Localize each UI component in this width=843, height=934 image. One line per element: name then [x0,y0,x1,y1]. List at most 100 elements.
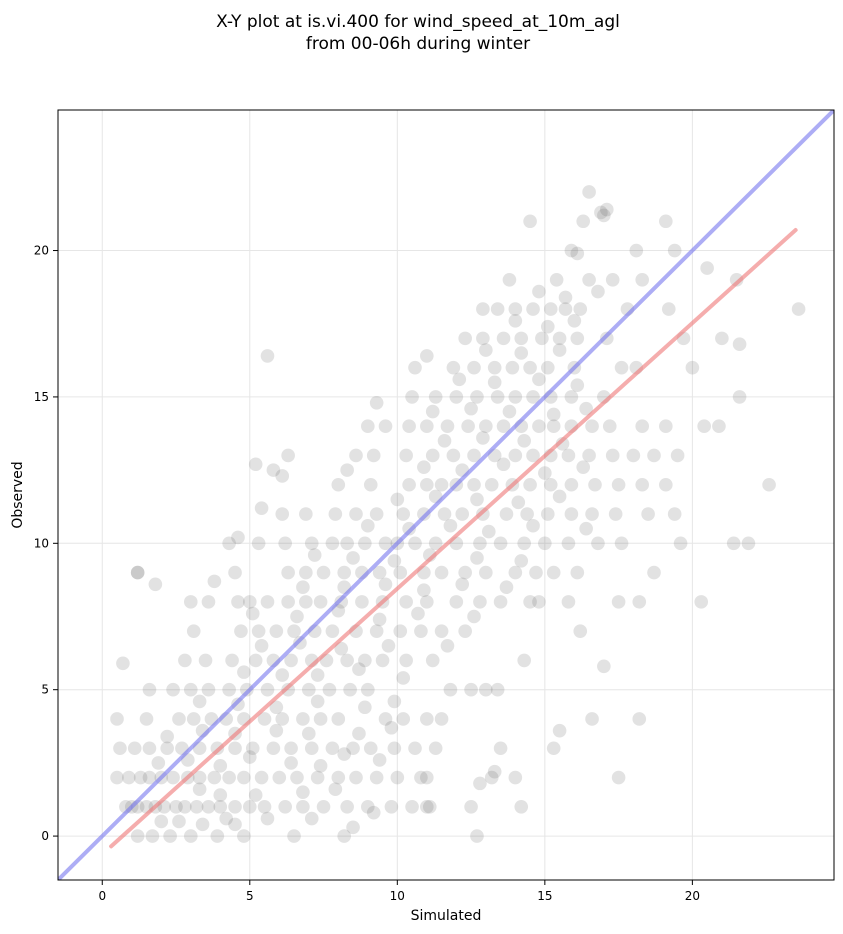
scatter-point [284,756,298,770]
scatter-point [520,507,534,521]
scatter-point [484,477,499,492]
scatter-point [201,800,216,814]
scatter-point [605,448,620,463]
scatter-point [349,448,363,463]
scatter-point [299,565,313,580]
scatter-point [425,448,440,463]
scatter-point [290,609,304,624]
scatter-point [446,448,461,463]
scatter-point [467,360,481,375]
scatter-point [697,419,711,433]
scatter-point [313,595,328,609]
scatter-point [278,800,292,814]
scatter-point [582,185,596,199]
scatter-point [369,624,384,638]
scatter-point [481,524,496,539]
scatter-point [685,360,700,375]
scatter-point [496,331,511,346]
scatter-point [402,477,416,492]
scatter-point [434,712,449,726]
scatter-point [585,419,599,433]
scatter-point [600,331,614,346]
scatter-point [269,624,284,638]
scatter-point [299,595,313,609]
scatter-point [546,741,561,756]
scatter-point [523,214,537,229]
scatter-point [340,463,354,477]
regression-fit-line [109,228,798,849]
scatter-point [248,788,263,802]
scatter-points [110,185,806,843]
scatter-point [408,360,422,375]
scatter-point [340,653,354,668]
scatter-point [464,800,478,814]
scatter-point [526,448,540,463]
scatter-point [340,536,354,551]
scatter-point [201,682,216,697]
scatter-point [390,492,405,507]
scatter-point [449,390,464,404]
scatter-point [576,214,591,229]
scatter-point [296,580,310,595]
scatter-point [352,726,366,741]
scatter-point [614,360,629,375]
scatter-point [402,419,416,433]
scatter-point [213,788,228,802]
scatter-point [605,273,620,287]
scatter-point [543,302,558,316]
scatter-point [310,770,325,785]
scatter-point [160,729,174,744]
scatter-point [154,814,169,829]
identity-line [58,110,834,880]
scatter-point [762,477,776,492]
scatter-point [582,273,596,287]
scatter-point [363,741,378,756]
scatter-point [257,800,272,814]
scatter-point [231,530,245,545]
scatter-point [122,770,136,785]
scatter-point [198,653,213,668]
scatter-point [499,580,514,595]
scatter-point [467,448,481,463]
scatter-point [514,346,529,360]
scatter-point [428,390,443,404]
scatter-point [546,565,561,580]
scatter-point [594,205,608,220]
scatter-point [346,551,360,565]
scatter-point [316,800,331,814]
scatter-point [296,800,310,814]
scatter-point [552,343,567,357]
scatter-point [284,653,298,668]
scatter-point [296,785,310,799]
scatter-point [110,712,124,726]
scatter-point [325,741,340,756]
scatter-point [479,419,493,433]
scatter-point [529,565,543,580]
scatter-point [381,638,396,653]
scatter-point [546,419,561,433]
scatter-point [352,662,366,677]
scatter-point [372,565,387,580]
scatter-point [467,609,481,624]
scatter-point [411,606,425,621]
scatter-point [269,700,284,715]
scatter-point [661,302,676,316]
scatter-point [487,375,502,390]
scatter-point [361,518,375,533]
scatter-point [225,653,239,668]
scatter-point [166,770,180,785]
scatter-point [349,770,363,785]
scatter-point [420,349,434,363]
scatter-point [476,431,490,445]
scatter-point [508,565,523,580]
scatter-point [242,595,257,609]
y-tick-label: 10 [34,536,49,550]
scatter-point [464,682,478,697]
scatter-point [304,741,319,756]
scatter-point [476,331,490,346]
scatter-point [393,624,408,638]
scatter-point [166,682,180,697]
scatter-point [266,463,281,477]
scatter-point [443,518,458,533]
scatter-point [561,536,576,551]
